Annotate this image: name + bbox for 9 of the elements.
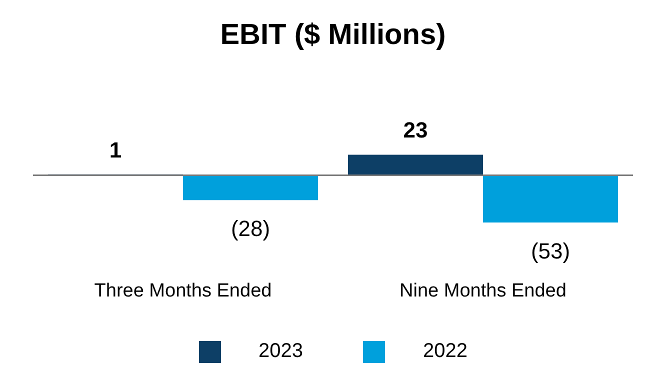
data-label: (28) xyxy=(230,216,270,242)
data-label: 1 xyxy=(109,137,122,162)
legend-label: 2023 xyxy=(258,340,303,363)
chart-title: EBIT ($ Millions) xyxy=(219,18,447,52)
data-label: 23 xyxy=(403,118,428,143)
data-label: (53) xyxy=(530,238,570,264)
x-tick-label: Three Months Ended xyxy=(94,280,272,302)
legend-label: 2022 xyxy=(423,340,468,363)
x-tick-label: Nine Months Ended xyxy=(400,280,566,302)
